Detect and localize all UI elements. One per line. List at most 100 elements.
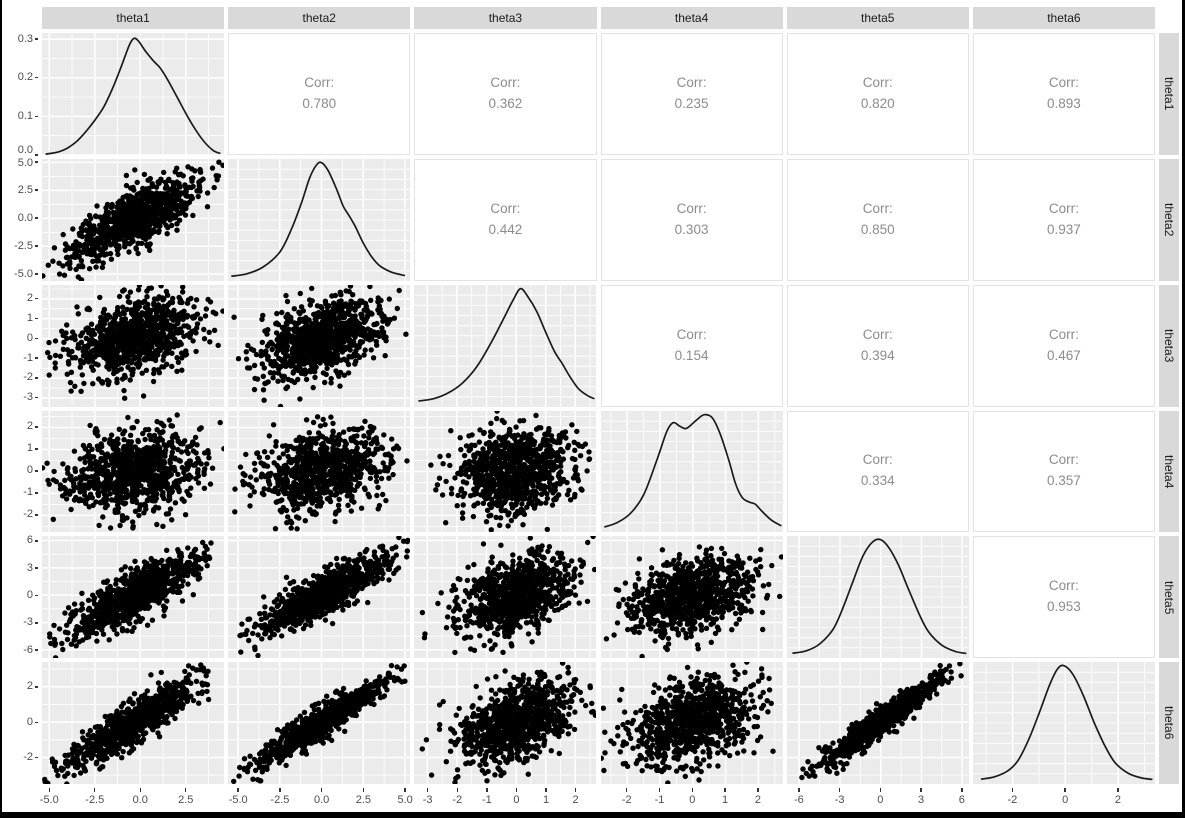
corr-panel-theta1-theta3: Corr: 0.362 — [414, 33, 597, 155]
x-tick-mark — [798, 788, 800, 792]
scatter-plot-theta5-vs-theta1 — [42, 536, 224, 659]
y-tick-label: -3 — [23, 616, 33, 629]
y-axis-row-theta5: -6 -3 0 3 6 — [4, 535, 38, 658]
scatter-panel-theta5-vs-theta1 — [42, 536, 224, 659]
column-strip-theta1: theta1 — [42, 7, 225, 29]
x-tick-label: -5.0 — [228, 794, 248, 806]
scatter-plot-theta5-vs-theta4 — [600, 536, 783, 659]
y-tick-label: 1 — [26, 442, 33, 455]
scatter-points — [232, 413, 410, 531]
corr-prefix-label: Corr: — [1048, 326, 1079, 342]
x-tick-mark — [139, 788, 141, 792]
y-tick-mark — [34, 470, 38, 472]
scatter-panel-theta3-vs-theta2 — [228, 284, 411, 407]
x-tick-mark — [658, 788, 661, 792]
density-curve — [231, 161, 406, 277]
scatter-points — [798, 662, 964, 781]
column-strip-theta5: theta5 — [786, 7, 969, 29]
corr-prefix-label: Corr: — [1048, 452, 1079, 468]
scatter-points — [600, 662, 776, 784]
corr-panel-theta5-theta6: Corr: 0.953 — [972, 536, 1155, 659]
corr-prefix-label: Corr: — [1048, 74, 1079, 90]
y-tick-mark — [34, 492, 38, 494]
corr-prefix-label: Corr: — [862, 200, 893, 216]
y-tick-label: 0.2 — [17, 71, 33, 84]
column-strip-label: theta6 — [1047, 11, 1081, 25]
x-tick-label: 0 — [513, 794, 520, 806]
column-strip-theta2: theta2 — [228, 7, 411, 29]
row-strip-label: theta2 — [1162, 203, 1176, 237]
row-strip-theta2: theta2 — [1159, 158, 1179, 281]
density-plot-theta5 — [786, 536, 969, 659]
x-tick-label: -3 — [834, 794, 845, 806]
corr-value: 0.893 — [1047, 95, 1081, 111]
scatter-plot-theta6-vs-theta1 — [42, 662, 224, 784]
scatter-panel-theta5-vs-theta2 — [228, 536, 411, 659]
y-tick-label: 0 — [26, 331, 33, 344]
y-tick-mark — [34, 115, 38, 118]
scatter-points — [42, 159, 224, 281]
y-tick-mark — [34, 245, 38, 247]
scatter-panel-theta3-vs-theta1 — [42, 284, 224, 407]
corr-prefix-label: Corr: — [1048, 200, 1079, 216]
x-axis-col-theta4: -2 -1 0 1 2 — [601, 788, 783, 810]
corr-value: 0.303 — [674, 221, 709, 237]
x-tick-mark — [691, 788, 693, 792]
y-tick-mark — [34, 756, 38, 759]
row-strip-theta3: theta3 — [1159, 284, 1179, 407]
x-tick-mark — [362, 788, 365, 792]
corr-value: 0.850 — [860, 221, 895, 237]
y-tick-mark — [34, 377, 38, 379]
density-plot-theta4 — [600, 410, 783, 533]
corr-panel-theta2-theta5: Corr: 0.850 — [786, 158, 969, 281]
corr-value: 0.467 — [1047, 347, 1081, 363]
y-tick-label: -2 — [23, 751, 33, 764]
x-tick-mark — [404, 788, 406, 792]
corr-prefix-label: Corr: — [862, 74, 893, 90]
x-tick-mark — [1064, 788, 1066, 792]
x-tick-mark — [545, 788, 547, 792]
x-tick-label: 2 — [1114, 794, 1121, 806]
x-tick-label: -6 — [793, 794, 804, 806]
density-plot-theta6 — [972, 662, 1155, 784]
x-tick-label: 2 — [754, 794, 761, 806]
y-tick-label: 5.0 — [17, 156, 33, 169]
x-tick-label: -3 — [422, 794, 433, 806]
row-strip-theta6: theta6 — [1159, 662, 1179, 784]
corr-value: 0.154 — [674, 347, 709, 363]
y-tick-label: 0 — [26, 589, 33, 601]
density-panel-theta6 — [972, 662, 1155, 784]
scatter-plot-theta4-vs-theta2 — [228, 410, 411, 533]
corr-value: 0.362 — [488, 95, 523, 111]
y-tick-label: 0.0 — [17, 211, 33, 224]
x-tick-mark — [48, 788, 50, 792]
scatter-plot-theta6-vs-theta5 — [786, 662, 969, 784]
y-tick-mark — [34, 273, 38, 275]
corr-panel-theta1-theta5: Corr: 0.820 — [786, 33, 969, 155]
corr-prefix-label: Corr: — [676, 200, 707, 216]
corr-value: 0.394 — [860, 347, 895, 363]
scatter-plot-theta5-vs-theta2 — [228, 536, 411, 659]
x-tick-label: -2.5 — [85, 794, 105, 806]
y-tick-mark — [34, 397, 38, 399]
y-tick-mark — [34, 189, 38, 191]
x-tick-mark — [320, 788, 323, 792]
y-tick-label: 2 — [26, 420, 33, 433]
y-tick-label: 0 — [26, 715, 33, 728]
scatter-panel-theta6-vs-theta1 — [42, 662, 224, 784]
x-tick-label: 0.0 — [314, 794, 330, 806]
x-tick-mark — [838, 788, 841, 792]
x-tick-label: 1 — [722, 794, 729, 806]
scatter-plot-theta5-vs-theta3 — [414, 536, 597, 659]
x-tick-label: -2 — [1007, 794, 1018, 806]
x-tick-mark — [515, 788, 518, 792]
x-tick-mark — [486, 788, 488, 792]
scatter-plot-theta6-vs-theta4 — [600, 662, 783, 784]
corr-prefix-label: Corr: — [490, 74, 521, 90]
x-tick-mark — [237, 788, 239, 792]
x-tick-mark — [879, 788, 882, 792]
x-tick-label: 0.0 — [132, 794, 148, 806]
y-tick-mark — [34, 426, 38, 428]
x-tick-mark — [94, 788, 96, 792]
